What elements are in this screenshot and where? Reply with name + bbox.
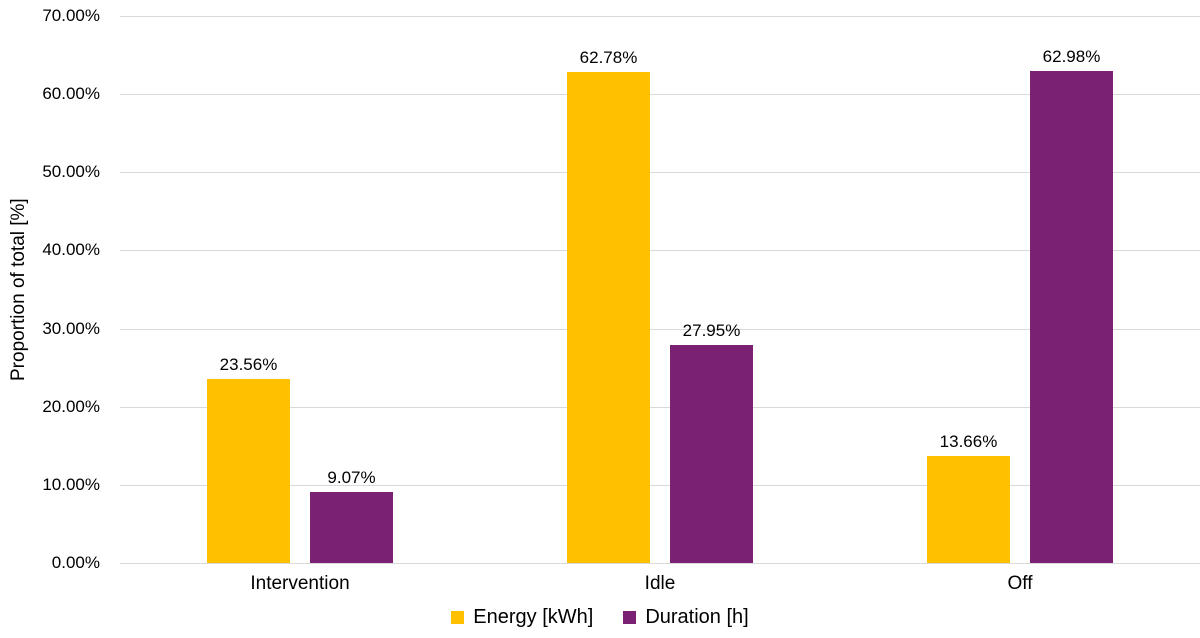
legend-label-energy: Energy [kWh]: [473, 605, 594, 628]
y-tick-label: 70.00%: [42, 6, 100, 25]
gridline: [120, 16, 1200, 17]
data-label-duration-h-off: 62.98%: [1042, 47, 1101, 66]
gridline: [120, 250, 1200, 251]
bar-energy-kwh-off: [927, 456, 1010, 563]
x-tick-label-off: Off: [1007, 573, 1033, 594]
data-label-energy-kwh-idle: 62.78%: [579, 48, 638, 67]
bar-duration-h-intervention: [310, 492, 393, 563]
legend: Energy [kWh] Duration [h]: [0, 603, 1200, 631]
data-label-duration-h-intervention: 9.07%: [327, 468, 376, 487]
data-label-energy-kwh-intervention: 23.56%: [219, 355, 278, 374]
gridline: [120, 94, 1200, 95]
gridline: [120, 329, 1200, 330]
y-tick-label: 30.00%: [42, 319, 100, 338]
y-tick-label: 0.00%: [51, 553, 100, 572]
gridline: [120, 172, 1200, 173]
x-tick-label-idle: Idle: [644, 573, 676, 594]
y-tick-label: 40.00%: [42, 240, 100, 259]
energy-swatch-icon: [451, 610, 465, 624]
gridline: [120, 407, 1200, 408]
bar-energy-kwh-idle: [567, 72, 650, 563]
y-tick-label: 20.00%: [42, 397, 100, 416]
duration-swatch-icon: [623, 610, 637, 624]
y-tick-label: 10.00%: [42, 475, 100, 494]
legend-item-energy: Energy [kWh]: [451, 606, 593, 629]
y-tick-label: 60.00%: [42, 84, 100, 103]
legend-item-duration: Duration [h]: [623, 605, 749, 629]
data-label-duration-h-idle: 27.95%: [682, 321, 741, 340]
bar-energy-kwh-intervention: [207, 379, 290, 563]
bar-duration-h-off: [1030, 71, 1113, 563]
gridline: [120, 563, 1200, 564]
x-tick-label-intervention: Intervention: [250, 573, 350, 594]
gridline: [120, 485, 1200, 486]
legend-label-duration: Duration [h]: [645, 605, 749, 628]
bar-duration-h-idle: [670, 345, 753, 563]
y-tick-label: 50.00%: [42, 162, 100, 181]
data-label-energy-kwh-off: 13.66%: [939, 432, 998, 451]
